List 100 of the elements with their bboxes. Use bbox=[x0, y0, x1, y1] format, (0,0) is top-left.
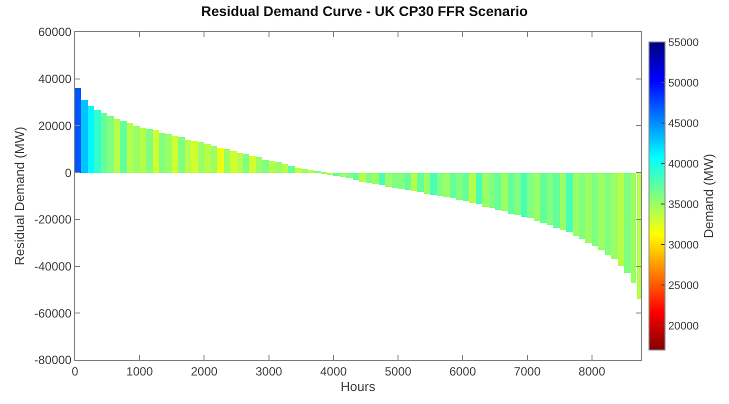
bar bbox=[127, 123, 133, 173]
x-tick-label: 5000 bbox=[384, 364, 412, 378]
bar bbox=[346, 173, 353, 178]
bar bbox=[469, 173, 476, 203]
bar bbox=[631, 173, 636, 283]
bar bbox=[288, 166, 295, 173]
bar bbox=[501, 173, 508, 211]
bar bbox=[88, 106, 94, 173]
bar bbox=[385, 173, 392, 187]
bar bbox=[424, 173, 430, 194]
color-bar-label: 20000 bbox=[668, 320, 699, 333]
bar bbox=[495, 173, 501, 210]
bar bbox=[224, 149, 230, 173]
x-tick-label: 6000 bbox=[449, 364, 476, 378]
bar bbox=[437, 173, 443, 196]
bar bbox=[340, 173, 346, 177]
bar bbox=[566, 173, 573, 232]
bar bbox=[211, 146, 217, 173]
bar bbox=[547, 173, 553, 225]
x-axis-title: Hours bbox=[340, 379, 376, 394]
y-tick-label: 20000 bbox=[38, 118, 72, 133]
color-bar-label: 40000 bbox=[668, 158, 699, 170]
bar bbox=[463, 173, 469, 201]
y-tick-label: 40000 bbox=[38, 72, 72, 86]
bar bbox=[560, 173, 566, 230]
bar bbox=[230, 151, 237, 173]
bar bbox=[527, 173, 534, 218]
bar bbox=[165, 134, 172, 173]
bar bbox=[611, 173, 618, 259]
bar bbox=[94, 110, 101, 173]
bar bbox=[359, 173, 366, 182]
bar bbox=[553, 173, 560, 228]
bar bbox=[521, 173, 527, 217]
color-bar-label: 50000 bbox=[668, 77, 699, 90]
y-tick-label: -80000 bbox=[34, 353, 72, 368]
bar bbox=[618, 173, 624, 266]
bar bbox=[540, 173, 547, 223]
bar bbox=[405, 173, 411, 190]
bar bbox=[624, 173, 631, 273]
bar bbox=[178, 137, 185, 173]
bar bbox=[172, 136, 178, 173]
bar bbox=[456, 173, 463, 200]
color-bar-label: 30000 bbox=[668, 239, 699, 252]
bar bbox=[114, 119, 120, 173]
bar bbox=[120, 121, 127, 173]
bar bbox=[430, 173, 437, 195]
x-tick-label: 1000 bbox=[126, 364, 154, 378]
bar bbox=[411, 173, 417, 191]
bar bbox=[301, 169, 308, 173]
bar bbox=[417, 173, 424, 192]
bar bbox=[275, 162, 282, 173]
bar bbox=[598, 173, 605, 250]
x-tick-label: 8000 bbox=[578, 364, 606, 378]
bar bbox=[579, 173, 585, 239]
x-tick-label: 2000 bbox=[190, 364, 218, 378]
bar bbox=[269, 161, 275, 173]
bar bbox=[249, 156, 256, 173]
y-axis-title: Residual Demand (MW) bbox=[12, 126, 28, 266]
bar bbox=[295, 168, 301, 173]
x-tick-label: 3000 bbox=[255, 364, 283, 378]
bar bbox=[243, 154, 249, 173]
y-tick-label: 0 bbox=[64, 166, 72, 180]
bar bbox=[353, 173, 359, 180]
bar bbox=[605, 173, 611, 255]
bar bbox=[204, 144, 211, 173]
bar bbox=[133, 126, 140, 173]
bar bbox=[153, 130, 159, 173]
bar bbox=[185, 140, 191, 173]
bar bbox=[489, 173, 495, 208]
bar bbox=[585, 173, 592, 243]
y-tick-label: -40000 bbox=[34, 259, 72, 274]
color-bar-label: 35000 bbox=[668, 198, 699, 211]
bar bbox=[81, 100, 88, 173]
bar bbox=[262, 160, 269, 173]
bar bbox=[534, 173, 540, 221]
bar bbox=[75, 88, 81, 173]
bar bbox=[146, 129, 153, 173]
x-tick-label: 7000 bbox=[514, 364, 541, 378]
bar bbox=[508, 173, 514, 214]
bar bbox=[308, 170, 314, 173]
bar bbox=[217, 148, 224, 173]
bar bbox=[237, 153, 243, 173]
color-bar-label: 25000 bbox=[668, 280, 699, 292]
color-bar-label: 55000 bbox=[668, 36, 699, 49]
bar bbox=[198, 142, 204, 173]
bar bbox=[592, 173, 598, 246]
bar bbox=[476, 173, 482, 204]
x-tick-label: 4000 bbox=[320, 364, 348, 378]
bar bbox=[366, 173, 372, 183]
bar bbox=[379, 173, 385, 185]
bar bbox=[256, 157, 262, 173]
bar bbox=[443, 173, 450, 197]
bar bbox=[450, 173, 456, 198]
bar bbox=[107, 116, 114, 173]
color-bar-title: Demand (MW) bbox=[700, 154, 716, 238]
chart-title: Residual Demand Curve - UK CP30 FFR Scenario bbox=[201, 2, 528, 19]
bar bbox=[482, 173, 489, 207]
y-tick-label: -60000 bbox=[34, 306, 72, 320]
bar bbox=[191, 141, 198, 173]
bar bbox=[372, 173, 379, 184]
